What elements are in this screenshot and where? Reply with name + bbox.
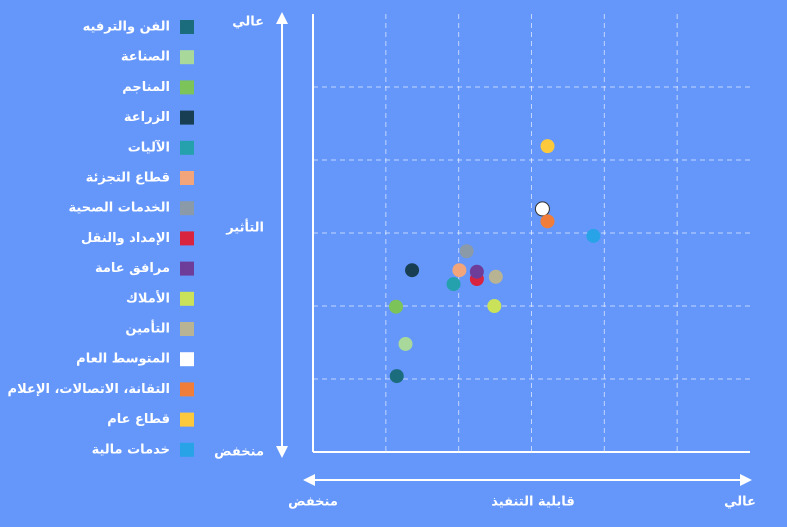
x-label: قابلية التنفيذ	[491, 495, 574, 510]
legend-swatch	[180, 291, 194, 306]
legend-swatch	[180, 382, 194, 397]
point	[469, 264, 484, 279]
legend-label: مرافق عامة	[95, 261, 170, 276]
legend-swatch	[180, 20, 194, 34]
legend-swatch	[180, 442, 194, 457]
point	[488, 269, 503, 284]
y-label: التأثير	[225, 219, 264, 236]
point	[389, 369, 404, 384]
legend-swatch	[180, 322, 194, 336]
legend-label: الأملاك	[126, 289, 170, 306]
legend-label: التأمين	[125, 320, 170, 337]
point	[534, 201, 550, 217]
y-low: منخفض	[214, 445, 264, 460]
legend-swatch	[180, 261, 194, 276]
point	[540, 139, 555, 154]
legend-swatch	[180, 110, 194, 125]
legend-label: المناجم	[122, 80, 170, 95]
point	[446, 277, 461, 292]
legend-label: قطاع التجزئة	[86, 171, 170, 186]
point	[389, 299, 404, 314]
legend-swatch	[180, 352, 194, 367]
y-high: عالي	[232, 15, 264, 30]
legend-swatch	[180, 231, 194, 246]
point	[540, 214, 555, 229]
legend-label: الصناعة	[121, 50, 170, 65]
legend-label: المتوسط العام	[76, 352, 170, 367]
point	[452, 263, 467, 278]
legend-swatch	[180, 171, 194, 185]
legend-label: الزراعة	[124, 110, 170, 125]
point	[586, 228, 601, 243]
legend-label: الإمداد والنقل	[81, 231, 170, 246]
legend-label: قطاع عام	[107, 412, 170, 427]
point	[487, 299, 502, 313]
legend-swatch	[180, 50, 194, 65]
legend-swatch	[180, 201, 194, 216]
x-high: عالي	[724, 495, 756, 510]
legend-label: التقانة، الاتصالات، الإعلام	[8, 382, 170, 397]
legend-label: الفن والترفيه	[83, 20, 170, 35]
point	[398, 336, 413, 351]
point	[405, 263, 420, 278]
legend-label: خدمات مالية	[92, 442, 170, 457]
legend-label: الخدمات الصحية	[69, 201, 170, 216]
legend-label: الآليات	[128, 139, 170, 155]
x-low: منخفض	[288, 495, 338, 510]
legend-swatch	[180, 140, 194, 155]
legend-swatch	[180, 412, 194, 427]
point	[459, 244, 474, 259]
legend-swatch	[180, 80, 194, 95]
